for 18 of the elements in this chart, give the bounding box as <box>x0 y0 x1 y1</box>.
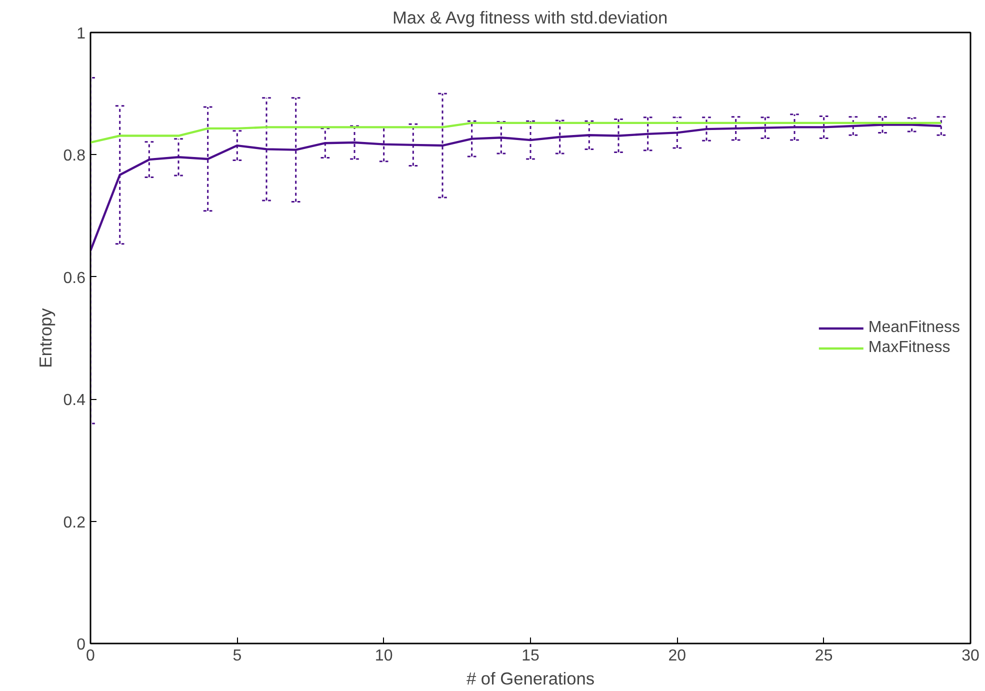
y-tick-label: 0.8 <box>63 148 86 165</box>
line-series <box>90 122 942 144</box>
x-tick-label: 5 <box>232 648 242 664</box>
y-tick-label: 1 <box>76 26 86 42</box>
y-tick-label: 0.2 <box>63 514 86 532</box>
y-axis-title: Entropy <box>35 308 56 368</box>
legend-label: MaxFitness <box>868 338 950 356</box>
x-axis-title: # of Generations <box>466 668 595 688</box>
x-tick-label: 25 <box>814 648 833 664</box>
x-tick-label: 15 <box>522 648 540 664</box>
x-tick-label: 20 <box>668 648 686 664</box>
y-tick-label: 0.6 <box>63 270 86 287</box>
x-tick-label: 30 <box>962 648 980 664</box>
y-tick-label: 0.4 <box>63 392 86 410</box>
y-tick-label: 0 <box>76 636 86 654</box>
legend-label: MeanFitness <box>868 318 960 336</box>
x-tick-label: 10 <box>374 648 393 664</box>
chart-title: Max & Avg fitness with std.deviation <box>392 8 668 28</box>
